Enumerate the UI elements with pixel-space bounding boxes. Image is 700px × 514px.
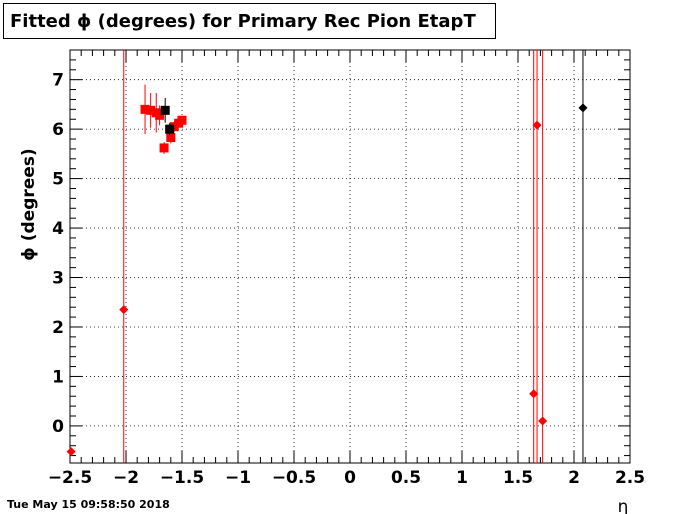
y-tick-label: 0: [52, 417, 64, 437]
x-tick-label: 2.5: [615, 468, 645, 488]
x-tick-label: −2: [113, 468, 139, 488]
data-point-diamond: [538, 416, 548, 426]
data-point-diamond: [66, 447, 76, 457]
data-point-diamond: [532, 120, 542, 130]
chart-title: Fitted ϕ (degrees) for Primary Rec Pion …: [10, 10, 476, 32]
data-point-square: [159, 143, 169, 153]
data-point-square: [160, 105, 170, 115]
timestamp: Tue May 15 09:58:50 2018: [7, 498, 170, 511]
x-tick-label: 0: [344, 468, 356, 488]
x-axis-label: η: [618, 497, 629, 514]
y-tick-label: 2: [52, 318, 64, 338]
y-tick-label: 4: [52, 219, 64, 239]
y-tick-label: 1: [52, 367, 64, 387]
data-point-square: [177, 115, 187, 125]
data-point-square: [140, 104, 150, 114]
data-point-diamond: [578, 103, 588, 113]
x-tick-label: −0.5: [272, 468, 316, 488]
data-point-square: [166, 133, 176, 143]
data-point-diamond: [529, 389, 539, 399]
x-tick-label: 1: [456, 468, 468, 488]
x-tick-label: −2.5: [48, 468, 92, 488]
y-axis-label: ϕ (degrees): [19, 148, 39, 260]
chart-title-box: Fitted ϕ (degrees) for Primary Rec Pion …: [3, 3, 496, 39]
x-tick-label: 1.5: [503, 468, 533, 488]
y-tick-label: 3: [52, 269, 64, 289]
x-tick-label: 2: [568, 468, 580, 488]
data-point-square: [165, 124, 175, 134]
data-point-diamond: [119, 305, 129, 315]
x-tick-label: −1.5: [160, 468, 204, 488]
y-tick-label: 5: [52, 170, 64, 190]
y-tick-label: 7: [52, 71, 64, 91]
data-point-square: [155, 110, 165, 120]
y-tick-label: 6: [52, 120, 64, 140]
x-tick-label: −1: [225, 468, 251, 488]
data-point-square: [146, 105, 156, 115]
x-tick-label: 0.5: [391, 468, 421, 488]
